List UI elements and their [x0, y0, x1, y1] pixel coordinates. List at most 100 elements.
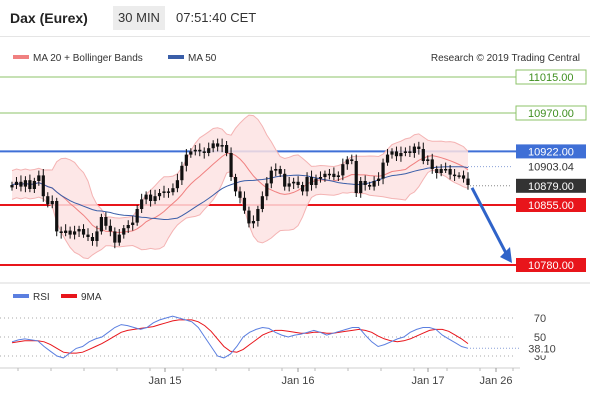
- candle-body: [131, 222, 135, 225]
- candle-body: [368, 185, 372, 187]
- rsi-current-bg: [522, 341, 562, 356]
- candle-body: [466, 178, 470, 185]
- support-label: 10855.00: [528, 200, 574, 212]
- resistance-tag: [515, 69, 587, 85]
- chart-header: Dax (Eurex) 30 MIN 07:51:40 CET: [0, 0, 590, 37]
- time-axis: Jan 15 Jan 16 Jan 17 Jan 26: [0, 367, 520, 387]
- rsi-line: [11, 315, 469, 359]
- candle-body: [19, 181, 23, 187]
- candle-body: [14, 181, 19, 185]
- last-price-tag: [516, 178, 586, 193]
- ma50-value-label: 10903.04: [528, 162, 574, 174]
- candle-body: [95, 231, 99, 241]
- candle-body: [256, 209, 260, 221]
- candle-body: [153, 196, 157, 201]
- rsi-legend-label: RSI: [33, 292, 50, 303]
- candle-body: [452, 174, 457, 177]
- rsi-tick-label: 70: [534, 313, 546, 325]
- ma50-line: [11, 166, 469, 221]
- candle-body: [354, 161, 358, 193]
- instrument-name: Dax (Eurex): [10, 10, 88, 26]
- target-tag: [516, 258, 586, 272]
- candle-body: [59, 231, 63, 233]
- candle-body: [157, 193, 162, 197]
- candle-body: [37, 175, 41, 181]
- candle-body: [350, 159, 354, 161]
- candle-body: [10, 185, 14, 188]
- candle-body: [439, 169, 443, 173]
- resistance-tag: [515, 105, 587, 121]
- time-tick-label: Jan 16: [281, 375, 314, 387]
- candle-body: [28, 180, 32, 189]
- rsi-legend: RSI 9MA: [13, 292, 102, 303]
- candle-body: [211, 143, 215, 149]
- candle-body: [363, 181, 367, 185]
- time-tick-label: Jan 15: [148, 375, 181, 387]
- candle-body: [216, 143, 220, 147]
- ma20-legend-swatch: [13, 55, 29, 59]
- candle-body: [426, 159, 430, 161]
- candle-body: [171, 188, 175, 193]
- ma20-line: [11, 152, 469, 234]
- candle-body: [421, 149, 425, 161]
- ma50-legend-swatch: [168, 55, 184, 59]
- forecast-arrow-shaft: [470, 187, 510, 258]
- candle-body: [198, 149, 202, 152]
- candle-body: [332, 173, 336, 177]
- candle-body: [461, 175, 466, 179]
- candle-body: [189, 151, 193, 155]
- level-labels-layer: 11015.00 10970.00 10922.00 10903.04 10879.00…: [515, 69, 587, 272]
- candle-body: [376, 178, 381, 181]
- candle-body: [162, 191, 166, 193]
- candle-body: [359, 181, 363, 193]
- candle-body: [327, 173, 332, 176]
- candle-body: [180, 165, 184, 181]
- candle-body: [265, 183, 269, 197]
- candle-body: [457, 175, 461, 177]
- candle-body: [207, 148, 211, 153]
- candle-body: [385, 154, 390, 163]
- timestamp: 07:51:40 CET: [176, 10, 257, 25]
- candle-body: [81, 229, 86, 235]
- candle-body: [417, 146, 421, 149]
- forecast-arrow-head: [500, 247, 512, 263]
- time-tick-label: Jan 26: [479, 375, 512, 387]
- candle-body: [323, 173, 327, 177]
- candle-body: [166, 191, 171, 193]
- ma50-legend-label: MA 50: [188, 53, 217, 64]
- candle-body: [184, 154, 188, 166]
- support-tag: [516, 198, 586, 212]
- candle-body: [408, 151, 412, 153]
- candle-body: [46, 196, 50, 205]
- candle-body: [224, 145, 229, 153]
- candle-body: [296, 181, 300, 185]
- candle-body: [41, 175, 45, 197]
- candle-body: [314, 178, 318, 185]
- candle-body: [113, 231, 117, 243]
- candle-body: [126, 225, 130, 229]
- rsi-ma-line: [11, 319, 469, 354]
- candle-body: [403, 151, 408, 153]
- candle-body: [233, 177, 238, 192]
- candle-body: [135, 209, 139, 223]
- candle-body: [399, 153, 403, 157]
- candle-body: [242, 197, 247, 211]
- candle-body: [247, 210, 251, 224]
- candle-body: [444, 169, 448, 171]
- candle-body: [55, 201, 59, 232]
- candle-body: [345, 159, 349, 165]
- candle-body: [144, 194, 148, 200]
- candle-body: [318, 177, 323, 179]
- candle-body: [86, 234, 90, 237]
- candle-body: [117, 234, 121, 243]
- candle-body: [220, 145, 224, 147]
- candle-body: [390, 151, 394, 155]
- candle-body: [287, 183, 291, 187]
- timeframe-badge[interactable]: 30 MIN: [113, 6, 165, 30]
- rsi-ma-legend-swatch: [61, 294, 77, 298]
- candle-body: [148, 194, 153, 201]
- candle-body: [435, 169, 439, 173]
- candle-body: [50, 201, 54, 205]
